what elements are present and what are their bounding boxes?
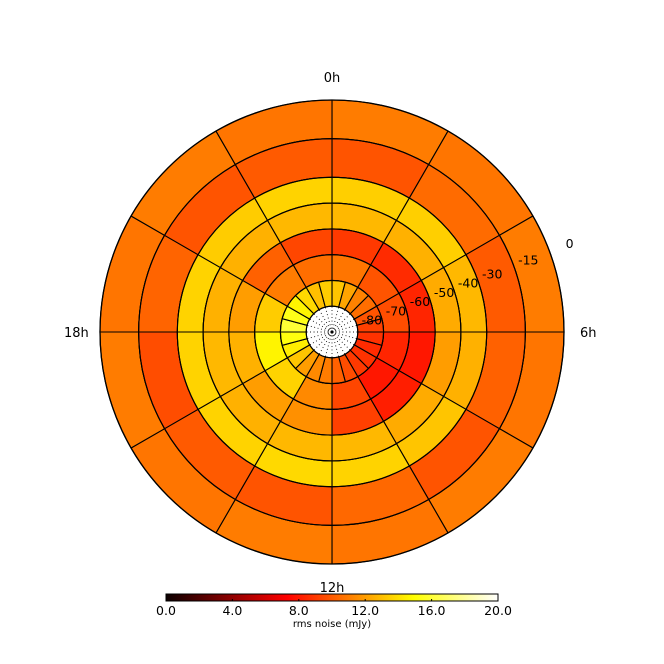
colorbar-tick-label: 4.0 <box>222 603 242 618</box>
ring-label: -60 <box>410 294 430 309</box>
colorbar-tick-label: 8.0 <box>289 603 309 618</box>
pole-ray <box>313 313 333 333</box>
pole-ray <box>331 331 351 351</box>
pole-ray <box>309 331 333 346</box>
colorbar-ticks: 0.0 4.0 8.0 12.0 16.0 20.0 <box>156 599 512 618</box>
pole-ray <box>331 331 346 355</box>
ring-label: -50 <box>434 285 454 300</box>
pole-center-dot <box>330 330 334 334</box>
pole-ray <box>331 309 346 333</box>
pole-ray <box>313 331 333 351</box>
angle-label-12h: 12h <box>320 581 345 596</box>
ring-boundary <box>138 138 526 526</box>
pole-ray <box>331 324 358 333</box>
ring-label: -30 <box>482 266 502 281</box>
ring-boundary <box>228 228 436 436</box>
pole-ray <box>331 331 340 358</box>
colorbar-tick-label: 16.0 <box>418 603 446 618</box>
colorbar: 0.0 4.0 8.0 12.0 16.0 20.0 rms noise (mJy) <box>156 593 512 630</box>
pole-ray <box>331 313 351 333</box>
pole-ray <box>306 324 333 333</box>
angle-label-0h: 0h <box>324 71 341 86</box>
pole-ray <box>309 318 333 333</box>
ring-label: -70 <box>386 303 406 318</box>
ring-boundary <box>99 99 565 565</box>
colorbar-tick-label: 20.0 <box>484 603 512 618</box>
pole-ray <box>331 331 355 346</box>
ring-label: -80 <box>362 313 382 328</box>
colorbar-title: rms noise (mJy) <box>293 619 371 630</box>
angle-label-6h: 6h <box>580 326 597 341</box>
colorbar-gradient <box>165 593 499 602</box>
polar-grid <box>99 99 565 565</box>
ring-label: -40 <box>458 276 478 291</box>
ring-label: 0 <box>566 236 574 251</box>
ring-boundary <box>279 279 385 385</box>
ring-boundary <box>305 305 359 359</box>
ring-label: -15 <box>518 253 538 268</box>
pole-ray <box>306 331 333 340</box>
ring-boundary <box>202 202 462 462</box>
ring-labels: 0 -15 -30 -40 -50 -60 -70 -80 <box>362 236 574 328</box>
colorbar-tick-label: 12.0 <box>351 603 379 618</box>
pole-ray <box>331 331 358 340</box>
angle-label-18h: 18h <box>64 326 89 341</box>
ring-boundary <box>176 176 488 488</box>
pole-ray <box>331 318 355 333</box>
pole-ray <box>324 306 333 333</box>
pole-dots <box>306 306 358 358</box>
pole-ray <box>324 331 333 358</box>
colorbar-tick-label: 0.0 <box>156 603 176 618</box>
pole-ray <box>331 306 340 333</box>
pole-ray <box>318 309 333 333</box>
ring-boundary <box>254 254 410 410</box>
pole-ray <box>318 331 333 355</box>
